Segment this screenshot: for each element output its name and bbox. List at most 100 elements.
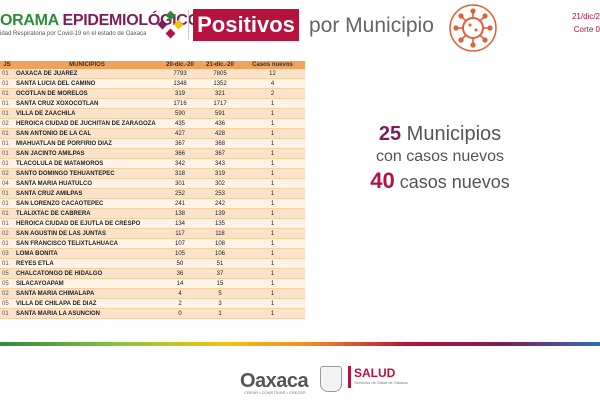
brand-prefix: ORAMA xyxy=(0,12,59,29)
summary-line-casos: 40 casos nuevos xyxy=(335,168,545,195)
cell-prev-count: 301 xyxy=(160,178,200,189)
municipios-label: Municipios xyxy=(406,123,502,145)
table-row: 01 SAN LORENZO CACAOTEPEC 241 242 1 xyxy=(0,198,305,209)
cell-js: 01 xyxy=(0,78,14,89)
summary-line-con-casos: con casos nuevos xyxy=(375,148,505,165)
table-row: 02 SANTA MARIA CHIMALAPA 4 5 1 xyxy=(0,288,305,299)
cell-new-cases: 1 xyxy=(240,278,305,289)
cell-municipio: SANTA MARIA HUATULCO xyxy=(14,178,160,189)
cell-js: 01 xyxy=(0,238,14,249)
header-js: JS xyxy=(0,61,14,69)
cell-curr-count: 1717 xyxy=(200,98,240,109)
cell-municipio: HEROICA CIUDAD DE EJUTLA DE CRESPO xyxy=(14,218,160,229)
cell-curr-count: 1352 xyxy=(200,78,240,89)
cell-prev-count: 252 xyxy=(160,188,200,199)
cell-prev-count: 319 xyxy=(160,88,200,99)
cell-municipio: SANTA CRUZ AMILPAS xyxy=(14,188,160,199)
table-row: 02 HEROICA CIUDAD DE JUCHITAN DE ZARAGOZA… xyxy=(0,118,305,129)
cell-curr-count: 51 xyxy=(200,258,240,269)
report-cutoff: Corte 0 xyxy=(573,25,600,34)
cell-js: 01 xyxy=(0,88,14,99)
cell-new-cases: 1 xyxy=(240,258,305,269)
cell-prev-count: 117 xyxy=(160,228,200,239)
header-new-cases: Casos nuevos xyxy=(240,61,305,69)
cell-municipio: VILLA DE ZAACHILA xyxy=(14,108,160,119)
cell-prev-count: 366 xyxy=(160,148,200,159)
cell-js: 05 xyxy=(0,278,14,289)
cell-municipio: OAXACA DE JUAREZ xyxy=(14,69,160,79)
cell-prev-count: 342 xyxy=(160,158,200,169)
summary-line-municipios: 25 Municipios xyxy=(335,122,545,146)
cell-prev-count: 134 xyxy=(160,218,200,229)
cell-curr-count: 106 xyxy=(200,248,240,259)
table-row: 01 MIAHUATLAN DE PORFIRIO DIAZ 367 368 1 xyxy=(0,138,305,149)
cell-js: 02 xyxy=(0,288,14,299)
cell-new-cases: 1 xyxy=(240,308,305,319)
casos-count: 40 xyxy=(370,168,395,193)
table-row: 01 VILLA DE ZAACHILA 590 591 1 xyxy=(0,108,305,119)
table-row: 05 SILACAYOAPAM 14 15 1 xyxy=(0,278,305,289)
cell-prev-count: 14 xyxy=(160,278,200,289)
cell-js: 01 xyxy=(0,218,14,229)
cell-prev-count: 107 xyxy=(160,238,200,249)
table-row: 01 TLACOLULA DE MATAMOROS 342 343 1 xyxy=(0,158,305,169)
cell-municipio: TLACOLULA DE MATAMOROS xyxy=(14,158,160,169)
table-row: 05 CHALCATONGO DE HIDALGO 36 37 1 xyxy=(0,268,305,279)
cell-prev-count: 1348 xyxy=(160,78,200,89)
cell-js: 01 xyxy=(0,69,14,79)
header-curr-date: 21-dic.-20 xyxy=(200,61,240,69)
virus-icon xyxy=(449,4,497,52)
cell-curr-count: 436 xyxy=(200,118,240,129)
table-row: 05 VILLA DE CHILAPA DE DIAZ 2 3 1 xyxy=(0,298,305,309)
cell-curr-count: 108 xyxy=(200,238,240,249)
cell-curr-count: 135 xyxy=(200,218,240,229)
cell-prev-count: 2 xyxy=(160,298,200,309)
cell-municipio: SAN FRANCISCO TELIXTLAHUACA xyxy=(14,238,160,249)
cell-prev-count: 4 xyxy=(160,288,200,299)
cell-municipio: SILACAYOAPAM xyxy=(14,278,160,289)
cell-municipio: REYES ETLA xyxy=(14,258,160,269)
cell-new-cases: 1 xyxy=(240,208,305,219)
summary-panel: 25 Municipios con casos nuevos 40 casos … xyxy=(335,122,545,195)
cell-municipio: VILLA DE CHILAPA DE DIAZ xyxy=(14,298,160,309)
cell-prev-count: 0 xyxy=(160,308,200,319)
cell-prev-count: 435 xyxy=(160,118,200,129)
table-row: 02 SAN AGUSTIN DE LAS JUNTAS 117 118 1 xyxy=(0,228,305,239)
cell-new-cases: 1 xyxy=(240,178,305,189)
table-row: 01 OCOTLAN DE MORELOS 319 321 2 xyxy=(0,88,305,99)
table-row: 01 SAN JACINTO AMILPAS 366 367 1 xyxy=(0,148,305,159)
cell-js: 02 xyxy=(0,228,14,239)
cell-new-cases: 1 xyxy=(240,268,305,279)
cell-municipio: SAN AGUSTIN DE LAS JUNTAS xyxy=(14,228,160,239)
cell-municipio: MIAHUATLAN DE PORFIRIO DIAZ xyxy=(14,138,160,149)
cell-municipio: SAN JACINTO AMILPAS xyxy=(14,148,160,159)
cell-new-cases: 1 xyxy=(240,228,305,239)
cell-js: 01 xyxy=(0,128,14,139)
header-divider xyxy=(188,10,189,40)
cell-municipio: CHALCATONGO DE HIDALGO xyxy=(14,268,160,279)
cell-new-cases: 4 xyxy=(240,78,305,89)
color-stripe xyxy=(0,342,600,346)
table-row: 01 SAN FRANCISCO TELIXTLAHUACA 107 108 1 xyxy=(0,238,305,249)
table-row: 01 REYES ETLA 50 51 1 xyxy=(0,258,305,269)
cell-municipio: TLALIXTAC DE CABRERA xyxy=(14,208,160,219)
cell-new-cases: 1 xyxy=(240,198,305,209)
cell-curr-count: 319 xyxy=(200,168,240,179)
cell-curr-count: 302 xyxy=(200,178,240,189)
salud-subtitle: Servicios de Salud de Oaxaca xyxy=(354,380,408,385)
cell-prev-count: 105 xyxy=(160,248,200,259)
header-municipios: MUNICIPIOS xyxy=(14,61,160,69)
cell-curr-count: 139 xyxy=(200,208,240,219)
cell-municipio: LOMA BONITA xyxy=(14,248,160,259)
casos-label: casos nuevos xyxy=(399,172,510,192)
brand-subtitle: idad Respiratoria por Covid-19 en el est… xyxy=(0,31,147,37)
cell-new-cases: 1 xyxy=(240,168,305,179)
cell-prev-count: 36 xyxy=(160,268,200,279)
cell-curr-count: 3 xyxy=(200,298,240,309)
cell-prev-count: 590 xyxy=(160,108,200,119)
cell-curr-count: 1 xyxy=(200,308,240,319)
cell-municipio: SANTA MARIA CHIMALAPA xyxy=(14,288,160,299)
table-row: 01 OAXACA DE JUAREZ 7793 7805 12 xyxy=(0,69,305,79)
salud-accent-bar xyxy=(348,366,351,388)
cell-new-cases: 1 xyxy=(240,298,305,309)
